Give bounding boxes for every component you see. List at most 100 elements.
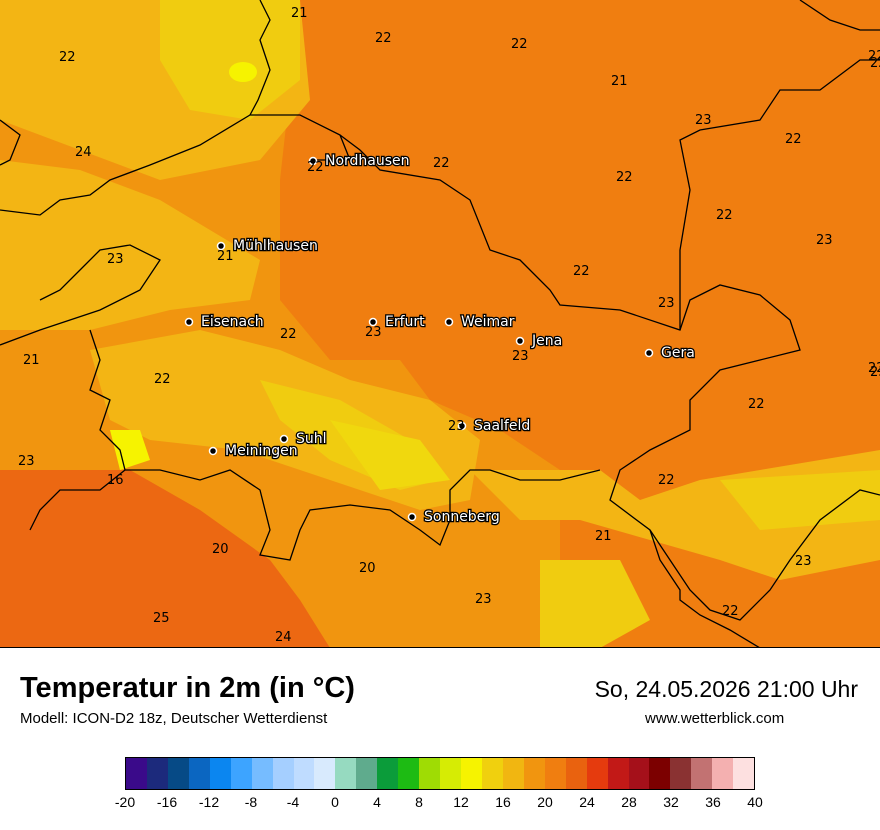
legend-swatch [733,758,755,789]
city-dot [407,512,417,522]
cold-spot-harz [229,62,257,82]
border-northeast [679,59,880,330]
legend-swatch [377,758,399,789]
grid-temperature-value: 22 [59,50,76,65]
legend-tick-label: 16 [495,794,511,810]
city-dot [279,434,289,444]
city-temperature-value: 21 [217,249,234,264]
value-labels: 2122222222212322242222232223222223212223… [18,6,880,645]
city-dot [368,317,378,327]
legend-swatch [607,758,629,789]
border-vogtland [649,529,760,647]
city-label: Eisenach [201,314,264,330]
city-label: Saalfeld [474,418,530,434]
legend-swatch [544,758,566,789]
city-temperature-value: 22 [307,160,324,175]
legend-swatch [670,758,692,789]
grid-temperature-value: 22 [573,264,590,279]
city-temperature-value: 23 [512,349,529,364]
legend-swatch [586,758,608,789]
website-link[interactable]: www.wetterblick.com [645,710,785,727]
legend-swatch [230,758,252,789]
legend-swatch [419,758,441,789]
legend-swatch [440,758,461,789]
legend-swatch [188,758,210,789]
legend-swatch [209,758,231,789]
city-label: Weimar [461,314,515,330]
legend-swatch [523,758,545,789]
legend-tick-label: 40 [747,794,763,810]
cold-spot-west [110,430,150,470]
grid-temperature-value: 22 [748,397,765,412]
grid-temperature-value: 23 [795,554,812,569]
grid-temperature-value: 23 [107,252,124,267]
grid-temperature-value: 24 [75,145,92,160]
map-footer: Temperatur in 2m (in °C) Modell: ICON-D2… [0,648,880,830]
city-label: Erfurt [385,314,425,330]
city-temperature-value: 23 [448,419,465,434]
border-northwest [0,119,21,166]
city-label: Suhl [296,431,327,447]
legend-tick-label: -12 [198,794,220,810]
city-dot [308,156,318,166]
border-east [339,134,880,621]
grid-temperature-value: 20 [212,542,229,557]
cool-region-south [540,560,650,647]
legend-tick-label: -8 [244,794,258,810]
legend-tick-label: 32 [663,794,679,810]
warm-region-southwest [0,470,330,647]
city-dot [644,348,654,358]
cool-region-ore-mountains [720,470,880,530]
legend-swatch [146,758,168,789]
city-temperature-value: 23 [365,325,382,340]
grid-temperature-value: 23 [870,365,880,380]
grid-temperature-value: 23 [475,592,492,607]
border-west [0,244,161,346]
border-south [125,469,601,561]
legend-tick-label: 20 [537,794,553,810]
border-rhoen [29,329,126,531]
grid-temperature-value: 23 [816,233,833,248]
grid-temperature-value: 21 [23,353,40,368]
grid-temperature-value: 22 [375,31,392,46]
legend-swatch [691,758,713,789]
grid-temperature-value: 22 [511,37,528,52]
legend-swatch [628,758,650,789]
temperature-map-canvas: 2122222222212322242222232223222223212223… [0,0,880,647]
legend-swatch [398,758,420,789]
legend-tick-label: -16 [156,794,178,810]
grid-temperature-value: 23 [658,296,675,311]
legend-tick-label: 0 [331,794,339,810]
state-borders [0,0,880,647]
legend-swatch [314,758,336,789]
grid-temperature-value: 22 [280,327,297,342]
legend-tick-label: 4 [373,794,381,810]
legend-tick-label: 24 [579,794,595,810]
grid-temperature-value: 24 [275,630,292,645]
grid-temperature-value: 22 [785,132,802,147]
legend-swatch [502,758,524,789]
legend-swatch [335,758,357,789]
grid-temperature-value: 22 [616,170,633,185]
legend-tick-label: 28 [621,794,637,810]
legend-swatch [167,758,189,789]
legend-swatch [481,758,503,789]
legend-swatch [126,758,147,789]
model-source: Modell: ICON-D2 18z, Deutscher Wetterdie… [20,710,328,727]
border-north [0,114,351,216]
grid-temperature-value: 22 [433,156,450,171]
border-far-northeast [799,0,880,31]
legend-tick-label: 12 [453,794,469,810]
city-label: Jena [531,333,562,349]
city-dot [457,421,467,431]
map-title: Temperatur in 2m (in °C) [20,672,355,704]
color-scale-legend [125,757,755,790]
city-dot [515,336,525,346]
legend-tick-label: 8 [415,794,423,810]
grid-temperature-value: 21 [595,529,612,544]
legend-swatch [293,758,315,789]
legend-swatch [565,758,587,789]
city-label: Mühlhausen [233,238,318,254]
city-dot [444,317,454,327]
